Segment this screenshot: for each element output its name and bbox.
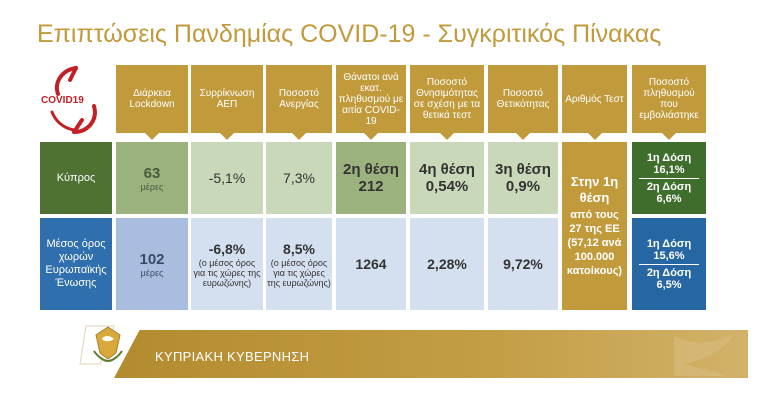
eu-unemployment-value: 8,5% [283,240,315,257]
divider [639,263,699,265]
cyprus-gdp-cell: -5,1% [191,142,263,214]
cyprus-lockdown-cell: 63 μέρες [116,142,188,214]
tests-cell: Στην 1η θέση από τους 27 της ΕΕ (57,12 α… [562,142,627,310]
page-title: Επιπτώσεις Πανδημίας COVID-19 - Συγκριτι… [37,20,662,48]
cyprus-gdp-value: -5,1% [208,169,246,186]
eu-positivity-value: 9,72% [503,255,543,272]
row-label-cyprus: Κύπρος [40,142,112,214]
cyprus-positivity-value: 0,9% [505,178,541,195]
eu-dose1-value: 15,6% [653,249,685,262]
header-mortality: Ποσοστό Θνησιμότητας σε σχέση με τα θετι… [410,65,484,140]
cyprus-dose1-label: 1η Δόση [646,151,692,164]
header-deaths: Θάνατοι ανά εκατ. πληθυσμού με αιτία COV… [336,65,406,140]
cyprus-dose1-value: 16,1% [653,163,685,176]
eu-deaths-value: 1264 [355,255,387,272]
header-gdp: Συρρίκνωση ΑΕΠ [191,65,263,140]
cyprus-positivity-cell: 3η θέση 0,9% [488,142,558,214]
eu-gdp-cell: -6,8% (ο μέσος όρος για τις χώρες της ευ… [191,218,263,310]
cyprus-dose2-value: 6,6% [656,192,682,205]
cyprus-deaths-cell: 2η θέση 212 [336,142,406,214]
cyprus-lockdown-unit: μέρες [140,181,164,192]
eu-deaths-cell: 1264 [336,218,406,310]
header-lockdown: Διάρκεια Lockdown [116,65,188,140]
covid-logo-icon [50,66,97,134]
footer-text: ΚΥΠΡΙΑΚΗ ΚΥΒΕΡΝΗΣΗ [155,349,310,364]
cyprus-mortality-cell: 4η θέση 0,54% [410,142,484,214]
eu-unemployment-cell: 8,5% (ο μέσος όρος για τις χώρες της ευρ… [266,218,332,310]
cyprus-emblem-icon [93,326,123,363]
row-label-eu: Μέσος όρος χωρών Ευρωπαϊκής Ένωσης [40,218,112,310]
divider [639,177,699,179]
header-tests: Αριθμός Τεστ [562,65,627,140]
cyprus-unemployment-cell: 7,3% [266,142,332,214]
cyprus-positivity-rank: 3η θέση [495,161,551,178]
tests-detail: από τους 27 της ΕΕ (57,12 ανά 100.000 κα… [566,209,623,277]
eu-dose2-value: 6,5% [656,278,682,291]
cyprus-vaccination-cell: 1η Δόση 16,1% 2η Δόση 6,6% [632,142,706,214]
header-unemployment: Ποσοστό Ανεργίας [266,65,332,140]
eu-lockdown-value: 102 [139,250,165,268]
footer-banner [114,330,748,378]
eu-mortality-cell: 2,28% [410,218,484,310]
eu-lockdown-cell: 102 μέρες [116,218,188,310]
logo-text: COVID19 [41,95,84,106]
eu-unemployment-note: (ο μέσος όρος για τις χώρες της ευρωζώνη… [267,257,331,288]
cyprus-deaths-value: 212 [358,178,384,195]
cyprus-deaths-rank: 2η θέση [343,161,399,178]
tests-rank: Στην 1η θέση [570,174,619,205]
eu-gdp-note: (ο μέσος όρος για τις χώρες της ευρωζώνη… [193,257,261,288]
cyprus-lockdown-value: 63 [143,164,161,182]
eu-mortality-value: 2,28% [427,255,467,272]
cyprus-mortality-rank: 4η θέση [419,161,475,178]
header-positivity: Ποσοστό Θετικότητας [488,65,558,140]
cyprus-mortality-value: 0,54% [425,178,469,195]
cyprus-unemployment-value: 7,3% [283,169,315,186]
eu-dose1-label: 1η Δόση [646,237,692,250]
header-vaccination: Ποσοστό πληθυσμού που εμβολιάστηκε [632,65,706,140]
cyprus-dose2-label: 2η Δόση [646,180,692,193]
eu-lockdown-unit: μέρες [140,267,164,278]
eu-dose2-label: 2η Δόση [646,266,692,279]
eu-gdp-value: -6,8% [208,240,246,257]
eu-positivity-cell: 9,72% [488,218,558,310]
eu-vaccination-cell: 1η Δόση 15,6% 2η Δόση 6,5% [632,218,706,310]
